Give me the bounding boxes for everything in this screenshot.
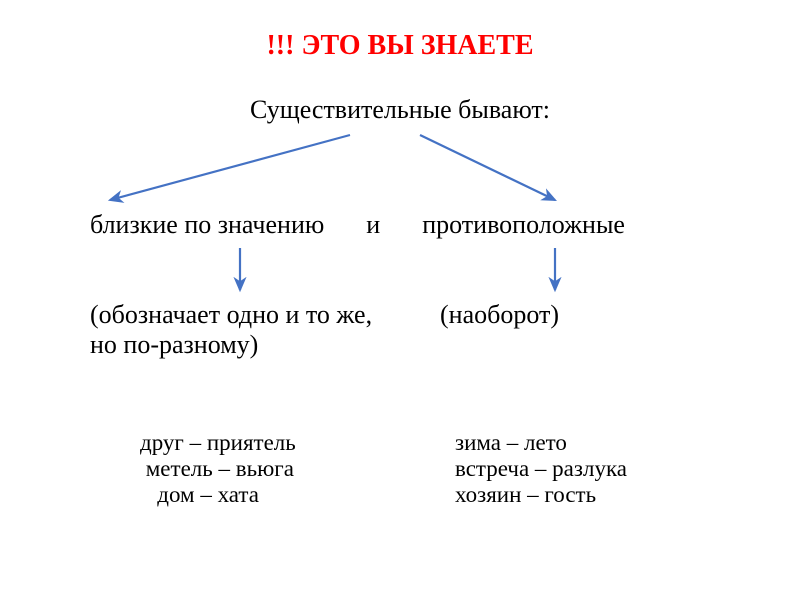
arrow-main-right — [420, 135, 555, 200]
branch-right-label: противоположные — [422, 210, 625, 240]
example-left-2: метель – вьюга — [140, 456, 400, 482]
branch-conjunction: и — [366, 210, 380, 240]
example-right-2: встреча – разлука — [455, 456, 735, 482]
examples-right: зима – лето встреча – разлука хозяин – г… — [455, 430, 735, 508]
arrow-main-left — [110, 135, 350, 200]
example-left-1: друг – приятель — [140, 430, 400, 456]
examples-left: друг – приятель метель – вьюга дом – хат… — [140, 430, 400, 508]
branch-left-explanation-line1: (обозначает одно и то же, — [90, 300, 420, 330]
slide-subtitle: Существительные бывают: — [0, 95, 800, 125]
example-right-3: хозяин – гость — [455, 482, 735, 508]
branch-right-explanation-line1: (наоборот) — [440, 300, 700, 330]
example-left-3: дом – хата — [140, 482, 400, 508]
branch-left-explanation: (обозначает одно и то же, но по-разному) — [90, 300, 420, 360]
example-right-1: зима – лето — [455, 430, 735, 456]
branch-left-label: близкие по значению — [90, 210, 324, 240]
slide: !!! ЭТО ВЫ ЗНАЕТЕ Существительные бывают… — [0, 0, 800, 600]
branch-left-explanation-line2: но по-разному) — [90, 330, 420, 360]
branch-row: близкие по значению и противоположные — [90, 210, 710, 240]
branch-right-explanation: (наоборот) — [440, 300, 700, 330]
slide-title: !!! ЭТО ВЫ ЗНАЕТЕ — [0, 30, 800, 62]
